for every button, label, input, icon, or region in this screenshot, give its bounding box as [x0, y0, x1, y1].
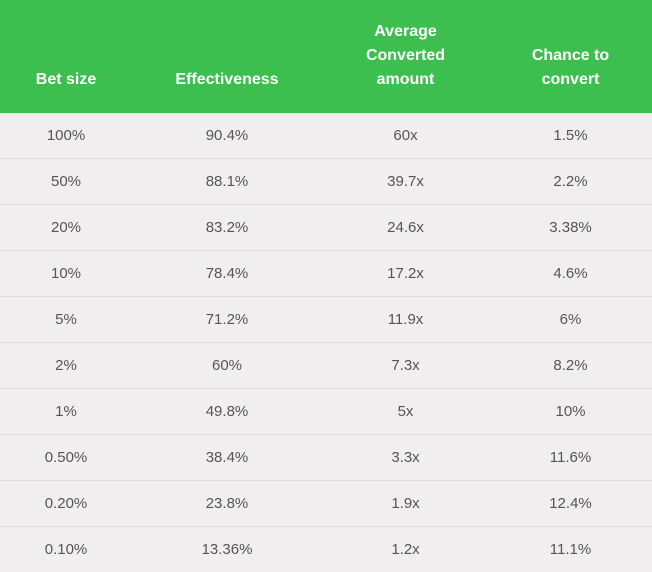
table-row: 5% 71.2% 11.9x 6%: [0, 297, 652, 343]
cell-avg-converted: 1.2x: [322, 527, 489, 572]
cell-effectiveness: 90.4%: [132, 113, 322, 159]
header-chance-line-1: Chance to: [495, 44, 646, 68]
header-average-converted-amount: Average Converted amount: [322, 0, 489, 113]
table-row: 100% 90.4% 60x 1.5%: [0, 113, 652, 159]
header-bet-size: Bet size: [0, 0, 132, 113]
cell-chance: 10%: [489, 389, 652, 435]
cell-chance: 12.4%: [489, 481, 652, 527]
table-row: 0.50% 38.4% 3.3x 11.6%: [0, 435, 652, 481]
cell-effectiveness: 13.36%: [132, 527, 322, 572]
cell-avg-converted: 60x: [322, 113, 489, 159]
cell-chance: 2.2%: [489, 159, 652, 205]
table-header: Bet size Effectiveness Average Converted…: [0, 0, 652, 113]
header-avg-line-3: amount: [328, 68, 483, 92]
header-chance-line-2: convert: [495, 68, 646, 92]
cell-effectiveness: 23.8%: [132, 481, 322, 527]
cell-avg-converted: 24.6x: [322, 205, 489, 251]
table-row: 10% 78.4% 17.2x 4.6%: [0, 251, 652, 297]
header-avg-line-2: Converted: [328, 44, 483, 68]
cell-bet-size: 0.10%: [0, 527, 132, 572]
cell-avg-converted: 11.9x: [322, 297, 489, 343]
table-row: 0.20% 23.8% 1.9x 12.4%: [0, 481, 652, 527]
cell-chance: 4.6%: [489, 251, 652, 297]
cell-effectiveness: 71.2%: [132, 297, 322, 343]
cell-bet-size: 0.50%: [0, 435, 132, 481]
cell-bet-size: 20%: [0, 205, 132, 251]
cell-bet-size: 1%: [0, 389, 132, 435]
cell-effectiveness: 83.2%: [132, 205, 322, 251]
cell-avg-converted: 7.3x: [322, 343, 489, 389]
cell-chance: 3.38%: [489, 205, 652, 251]
cell-avg-converted: 1.9x: [322, 481, 489, 527]
header-chance-to-convert: Chance to convert: [489, 0, 652, 113]
cell-bet-size: 10%: [0, 251, 132, 297]
header-bet-size-line: Bet size: [6, 68, 126, 92]
cell-bet-size: 5%: [0, 297, 132, 343]
cell-effectiveness: 78.4%: [132, 251, 322, 297]
cell-bet-size: 0.20%: [0, 481, 132, 527]
table-row: 50% 88.1% 39.7x 2.2%: [0, 159, 652, 205]
cell-effectiveness: 60%: [132, 343, 322, 389]
cell-avg-converted: 39.7x: [322, 159, 489, 205]
cell-chance: 11.6%: [489, 435, 652, 481]
cell-bet-size: 2%: [0, 343, 132, 389]
cell-bet-size: 100%: [0, 113, 132, 159]
header-effectiveness: Effectiveness: [132, 0, 322, 113]
table-row: 2% 60% 7.3x 8.2%: [0, 343, 652, 389]
header-row: Bet size Effectiveness Average Converted…: [0, 0, 652, 113]
table-row: 1% 49.8% 5x 10%: [0, 389, 652, 435]
cell-chance: 8.2%: [489, 343, 652, 389]
cell-avg-converted: 3.3x: [322, 435, 489, 481]
cell-avg-converted: 17.2x: [322, 251, 489, 297]
header-avg-line-1: Average: [328, 20, 483, 44]
cell-effectiveness: 38.4%: [132, 435, 322, 481]
table-row: 0.10% 13.36% 1.2x 11.1%: [0, 527, 652, 572]
cell-effectiveness: 88.1%: [132, 159, 322, 205]
cell-effectiveness: 49.8%: [132, 389, 322, 435]
cell-chance: 6%: [489, 297, 652, 343]
header-effectiveness-line: Effectiveness: [138, 68, 316, 92]
cell-chance: 1.5%: [489, 113, 652, 159]
cell-avg-converted: 5x: [322, 389, 489, 435]
table-row: 20% 83.2% 24.6x 3.38%: [0, 205, 652, 251]
cell-bet-size: 50%: [0, 159, 132, 205]
table-body: 100% 90.4% 60x 1.5% 50% 88.1% 39.7x 2.2%…: [0, 113, 652, 572]
cell-chance: 11.1%: [489, 527, 652, 572]
